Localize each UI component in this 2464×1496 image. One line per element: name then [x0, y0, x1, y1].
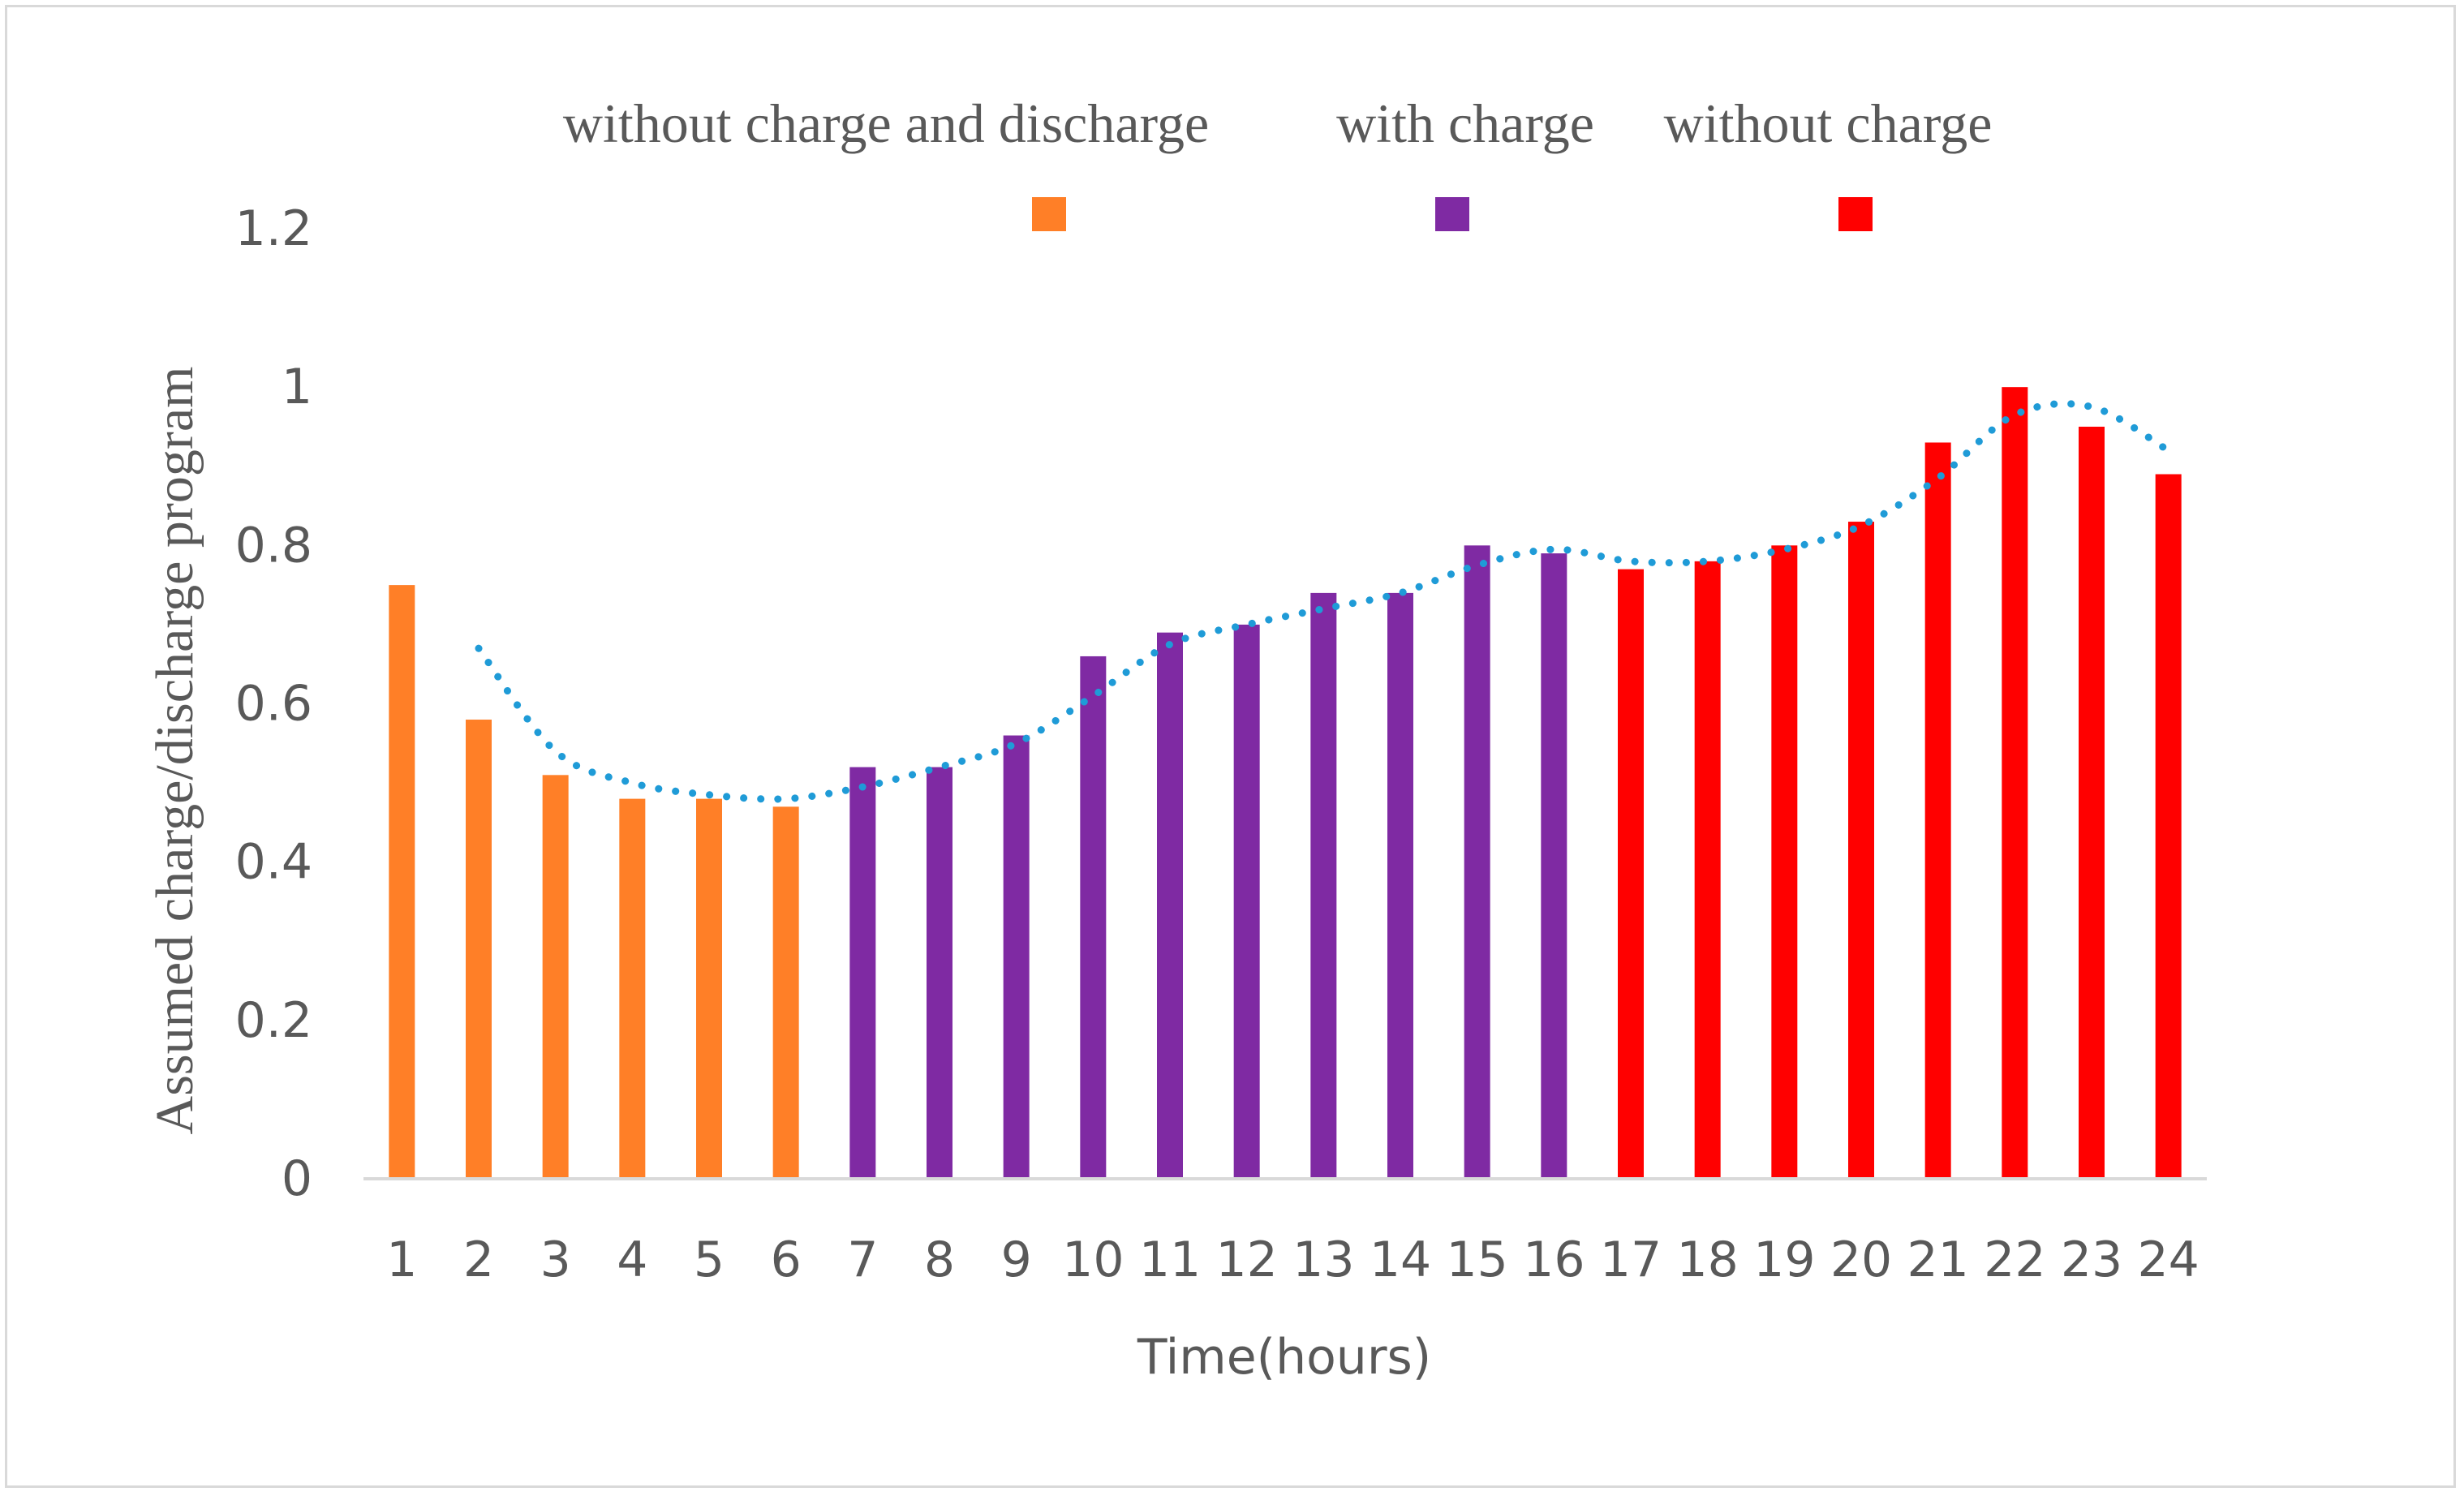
bar-hour-15	[1464, 545, 1490, 1179]
bar-hour-16	[1541, 553, 1567, 1179]
x-tick-label: 10	[1062, 1232, 1124, 1288]
legend-label: without charge and discharge	[563, 92, 1209, 154]
bar-hour-24	[2155, 474, 2182, 1179]
x-tick-label: 2	[463, 1232, 494, 1288]
x-tick-label: 4	[617, 1232, 647, 1288]
y-tick-label: 0.2	[235, 992, 312, 1049]
x-tick-label: 18	[1676, 1232, 1738, 1288]
x-tick-label: 8	[924, 1232, 955, 1288]
x-tick-label: 12	[1215, 1232, 1277, 1288]
x-tick-label: 22	[1984, 1232, 2045, 1288]
x-tick-label: 1	[386, 1232, 417, 1288]
x-tick-label: 7	[847, 1232, 878, 1288]
bar-hour-3	[542, 775, 569, 1179]
legend-label: without charge	[1664, 92, 1993, 154]
y-tick-label: 0.8	[235, 517, 312, 574]
y-tick-label: 0.4	[235, 834, 312, 891]
x-tick-label: 5	[694, 1232, 725, 1288]
x-tick-label: 3	[540, 1232, 571, 1288]
y-axis-label: Assumed charge/discharge program	[145, 367, 204, 1135]
bar-hour-8	[927, 767, 952, 1179]
bar-hour-5	[696, 798, 722, 1179]
x-tick-label: 14	[1370, 1232, 1431, 1288]
x-tick-label: 21	[1907, 1232, 1968, 1288]
bar-hour-14	[1387, 592, 1413, 1179]
legend-label: with charge	[1336, 92, 1594, 154]
bar-hour-4	[619, 798, 646, 1179]
y-axis: 0 0.2 0.4 0.6 0.8 1 1.2	[235, 200, 312, 1207]
bar-hour-19	[1771, 545, 1798, 1179]
legend-swatch	[1032, 197, 1066, 231]
bar-hour-20	[1848, 522, 1874, 1179]
x-tick-label: 24	[2137, 1232, 2199, 1288]
x-tick-label: 9	[1001, 1232, 1032, 1288]
x-tick-label: 11	[1139, 1232, 1201, 1288]
y-tick-label: 0.6	[235, 676, 312, 733]
y-tick-label: 0	[282, 1150, 312, 1207]
x-tick-label: 17	[1600, 1232, 1662, 1288]
x-tick-label: 13	[1292, 1232, 1354, 1288]
bar-hour-23	[2079, 426, 2105, 1179]
bar-hour-17	[1618, 569, 1644, 1179]
bar-hour-7	[849, 767, 876, 1179]
x-tick-label: 20	[1830, 1232, 1892, 1288]
bar-hour-12	[1233, 624, 1260, 1179]
legend-swatch	[1435, 197, 1469, 231]
bar-hour-6	[772, 806, 799, 1179]
trendline	[475, 400, 2173, 803]
bar-hour-2	[466, 720, 492, 1179]
x-tick-label: 16	[1523, 1232, 1585, 1288]
bars	[389, 387, 2182, 1180]
y-tick-label: 1.2	[235, 200, 312, 257]
bar-hour-10	[1080, 656, 1107, 1179]
y-tick-label: 1	[282, 359, 312, 415]
x-tick-label: 15	[1446, 1232, 1507, 1288]
legend-swatch	[1838, 197, 1873, 231]
bar-hour-9	[1003, 735, 1030, 1179]
x-axis-label: Time(hours)	[1137, 1329, 1431, 1386]
trendline-path	[475, 400, 2173, 803]
bar-hour-11	[1157, 632, 1183, 1179]
x-axis: 1 2 3 4 5 6 7 8 9 10 11 12 13 14 15 16 17 18 19 20 21 22 23 24	[363, 1177, 2207, 1288]
x-tick-label: 6	[771, 1232, 802, 1288]
x-tick-label: 19	[1753, 1232, 1815, 1288]
legend: without charge and discharge with charge w…	[563, 92, 1993, 231]
bar-hour-13	[1310, 592, 1337, 1179]
x-tick-label: 23	[2061, 1232, 2122, 1288]
bar-hour-1	[389, 585, 415, 1179]
bar-hour-21	[1924, 442, 1951, 1179]
bar-hour-18	[1694, 561, 1721, 1179]
bar-hour-22	[2002, 387, 2028, 1180]
